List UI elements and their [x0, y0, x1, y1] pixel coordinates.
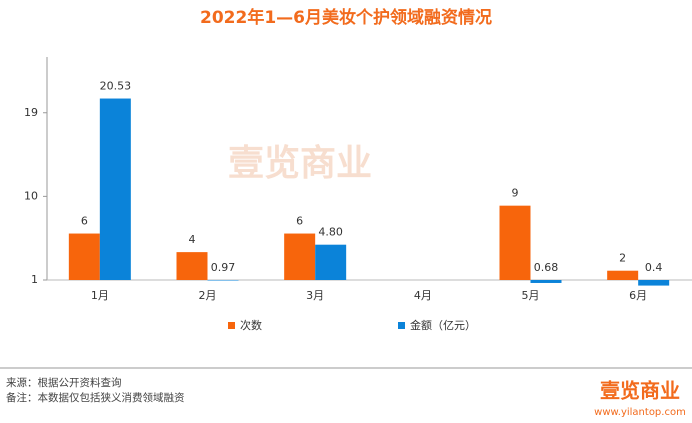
bar	[499, 205, 531, 280]
bar	[530, 280, 562, 283]
value-label: 9	[512, 187, 519, 200]
x-tick-label: 5月	[522, 289, 540, 302]
bar	[176, 252, 208, 280]
value-label: 6	[296, 215, 303, 228]
value-label: 20.53	[100, 80, 132, 93]
x-tick-label: 3月	[306, 289, 324, 302]
legend-swatch	[398, 322, 405, 329]
legend-label: 金额（亿元）	[410, 318, 476, 332]
legend-swatch	[228, 322, 235, 329]
source: 来源：根据公开资料查询	[6, 376, 122, 389]
bar	[68, 233, 100, 280]
y-tick-label: 1	[31, 273, 38, 286]
value-label: 4.80	[318, 226, 343, 239]
bar	[207, 280, 239, 281]
value-label: 0.4	[645, 261, 663, 274]
chart-title: 2022年1—6月美妆个护领域融资情况	[200, 7, 492, 28]
website: www.yilantop.com	[594, 407, 686, 418]
value-label: 2	[619, 252, 626, 265]
value-label: 0.68	[534, 261, 559, 274]
bar	[638, 280, 670, 286]
value-label: 0.97	[211, 261, 236, 274]
bar	[607, 270, 639, 280]
watermark: 壹览商业	[228, 143, 372, 184]
bar	[315, 244, 347, 280]
x-tick-label: 1月	[91, 289, 109, 302]
note: 备注：本数据仅包括狭义消费领域融资	[6, 391, 185, 404]
legend-label: 次数	[240, 318, 262, 332]
x-tick-label: 2月	[199, 289, 217, 302]
value-label: 4	[189, 233, 196, 246]
bar	[99, 98, 131, 280]
y-tick-label: 10	[24, 189, 38, 202]
logo: 壹览商业	[600, 379, 680, 403]
value-label: 6	[81, 215, 88, 228]
bar	[284, 233, 316, 280]
y-tick-label: 19	[24, 106, 38, 119]
x-tick-label: 4月	[414, 289, 432, 302]
x-tick-label: 6月	[629, 289, 647, 302]
